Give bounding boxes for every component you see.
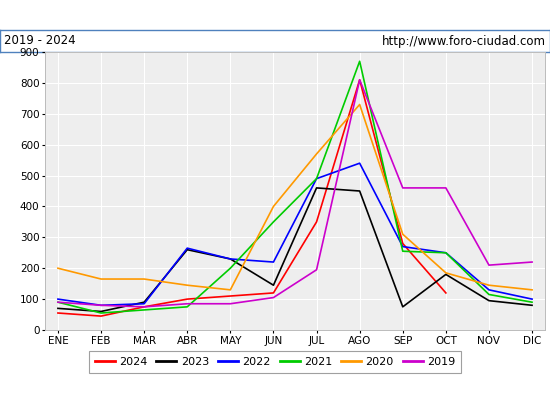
Text: 2019 - 2024: 2019 - 2024 xyxy=(4,34,76,48)
Text: Evolucion Nº Turistas Nacionales en el municipio de Matanza: Evolucion Nº Turistas Nacionales en el m… xyxy=(52,8,498,22)
Legend: 2024, 2023, 2022, 2021, 2020, 2019: 2024, 2023, 2022, 2021, 2020, 2019 xyxy=(89,352,461,372)
Text: http://www.foro-ciudad.com: http://www.foro-ciudad.com xyxy=(382,34,546,48)
